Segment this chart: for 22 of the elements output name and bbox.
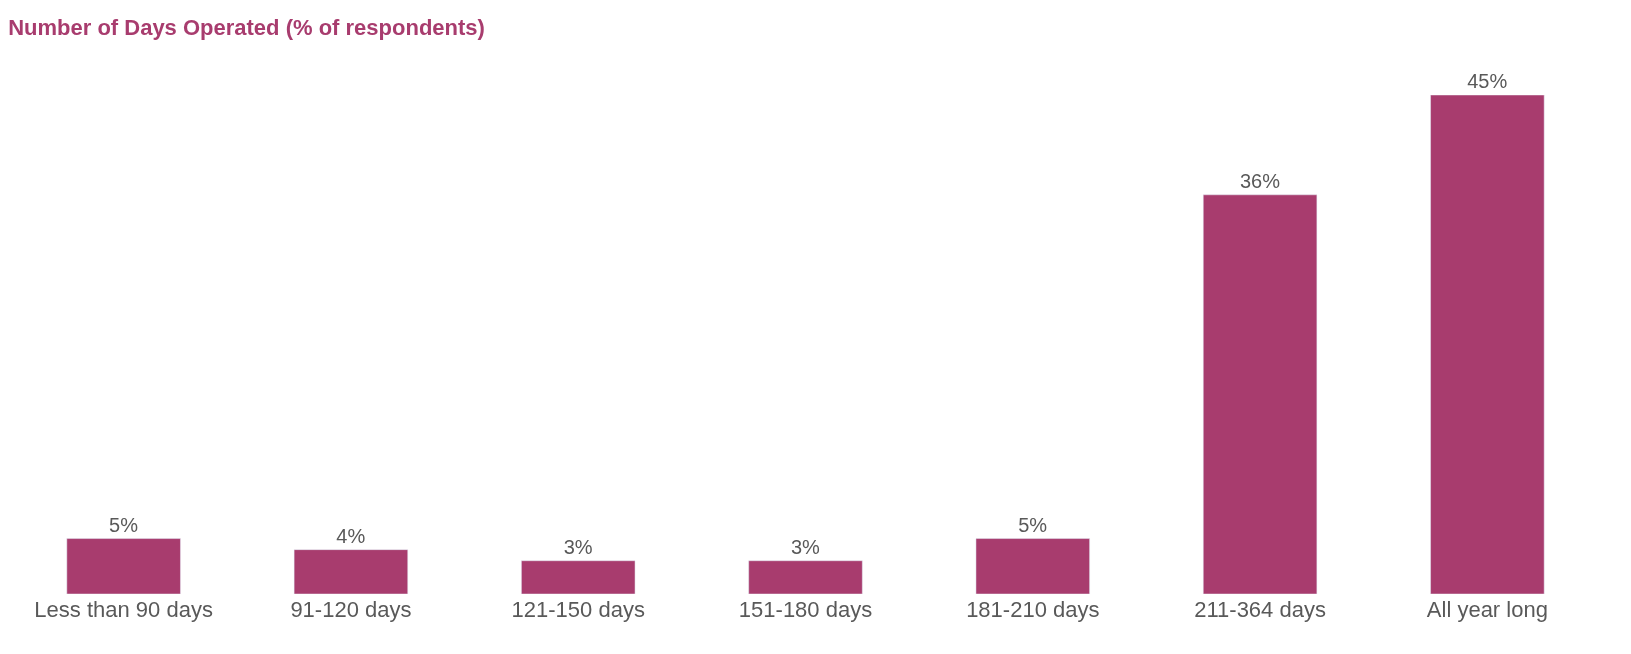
bar [748, 560, 863, 594]
data-label: 3% [790, 535, 821, 558]
x-tick-label: 151-180 days [738, 597, 873, 622]
bar [1430, 95, 1545, 594]
chart-title: Number of Days Operated (% of respondents) [8, 15, 485, 41]
data-label: 4% [336, 524, 366, 547]
data-label: 3% [563, 535, 593, 558]
bar [66, 538, 181, 594]
bar [975, 538, 1090, 594]
data-label: 45% [1467, 70, 1508, 92]
x-tick-label: Less than 90 days [34, 597, 213, 622]
x-tick-label: 121-150 days [511, 597, 645, 622]
x-tick-label: 181-210 days [966, 597, 1100, 622]
bar [293, 549, 408, 594]
data-label: 5% [1018, 513, 1048, 536]
bar [1203, 194, 1318, 594]
data-label: 36% [1239, 169, 1281, 192]
data-label: 5% [109, 513, 139, 536]
x-tick-label: All year long [1426, 597, 1548, 622]
bar [521, 560, 636, 594]
x-tick-label: 211-364 days [1194, 597, 1326, 622]
x-tick-label: 91-120 days [290, 597, 412, 622]
